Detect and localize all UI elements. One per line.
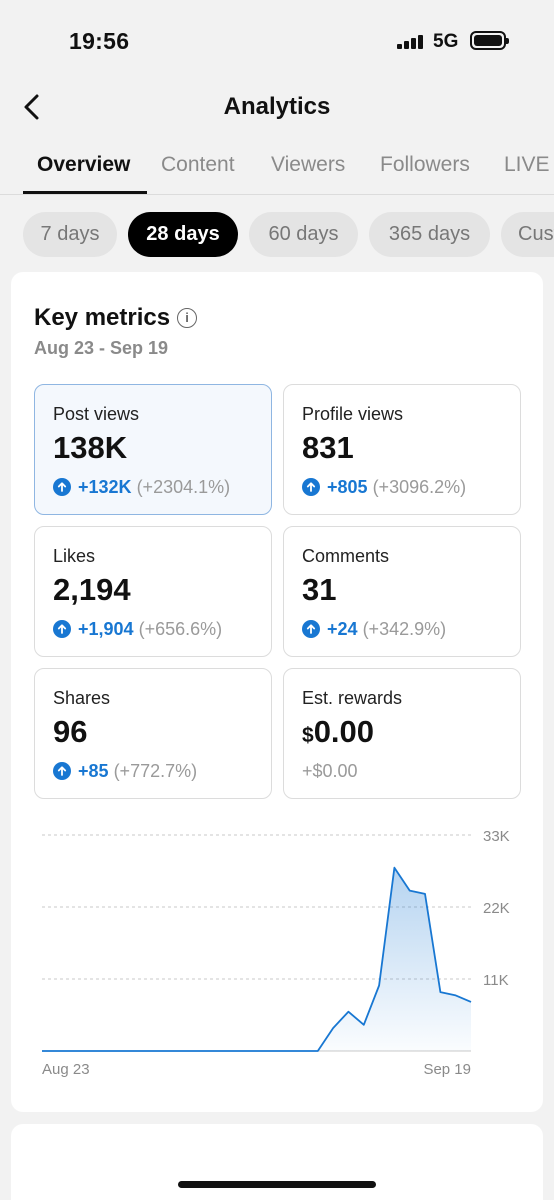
home-indicator (178, 1181, 376, 1188)
back-button[interactable] (18, 90, 48, 124)
chart-series-line (42, 866, 472, 1052)
delta-percent: (+342.9%) (362, 619, 447, 639)
metric-label: Profile views (302, 404, 404, 424)
metric-est-rewards[interactable]: Est. rewards $0.00 +$0.00 (283, 668, 521, 799)
tab-followers[interactable]: Followers (380, 153, 470, 176)
chip-custom[interactable]: Custom (501, 212, 554, 257)
signal-icon (397, 35, 423, 49)
next-section-card (11, 1124, 543, 1200)
delta-percent: (+772.7%) (113, 761, 198, 781)
arrow-up-icon (302, 478, 320, 496)
battery-icon (470, 31, 509, 50)
metric-value: 2,194 (53, 572, 131, 607)
y-tick-label: 22K (483, 900, 510, 917)
post-views-chart: 33K 22K 11K Aug 23 Sep 19 (42, 828, 510, 1078)
chip-7-days[interactable]: 7 days (23, 212, 117, 257)
delta-absolute: +805 (327, 477, 368, 497)
x-tick-label: Aug 23 (42, 1061, 90, 1078)
metric-value: 31 (302, 572, 337, 607)
key-metrics-title: Key metrics (34, 304, 171, 331)
currency-symbol: $ (302, 724, 314, 747)
tab-bar: Overview Content Viewers Followers LIVE (0, 140, 554, 195)
metric-comments[interactable]: Comments 31 +24 (+342.9%) (283, 526, 521, 657)
status-time: 19:56 (69, 28, 130, 54)
metric-label: Comments (302, 546, 390, 566)
chip-28-days[interactable]: 28 days (128, 212, 238, 257)
delta-absolute: +85 (78, 761, 109, 781)
delta-absolute: +24 (327, 619, 358, 639)
page-title: Analytics (223, 93, 331, 120)
chevron-left-icon (24, 94, 39, 120)
metric-delta: +1,904 (+656.6%) (53, 619, 222, 640)
chip-60-days[interactable]: 60 days (249, 212, 358, 257)
metric-profile-views[interactable]: Profile views 831 +805 (+3096.2%) (283, 384, 521, 515)
delta-percent: (+656.6%) (138, 619, 223, 639)
arrow-up-icon (53, 620, 71, 638)
metric-delta: +$0.00 (302, 761, 358, 781)
metric-delta: +85 (+772.7%) (53, 761, 197, 782)
info-icon[interactable]: i (177, 308, 197, 328)
arrow-up-icon (53, 478, 71, 496)
rewards-amount: 0.00 (313, 714, 375, 749)
metric-value: 96 (53, 714, 88, 749)
metric-label: Shares (53, 688, 111, 708)
metric-likes[interactable]: Likes 2,194 +1,904 (+656.6%) (34, 526, 272, 657)
metric-label: Likes (53, 546, 96, 566)
tab-content[interactable]: Content (161, 153, 235, 176)
metric-delta: +24 (+342.9%) (302, 619, 446, 640)
delta-absolute: +1,904 (78, 619, 134, 639)
delta-percent: (+3096.2%) (372, 477, 467, 497)
x-tick-label: Sep 19 (423, 1061, 471, 1078)
date-range-chips: 7 days 28 days 60 days 365 days Custom (0, 212, 554, 258)
tab-overview[interactable]: Overview (37, 153, 131, 176)
tab-live[interactable]: LIVE (504, 153, 550, 176)
arrow-up-icon (53, 762, 71, 780)
key-metrics-card: Key metrics i Aug 23 - Sep 19 Post views… (11, 272, 543, 1112)
metric-delta: +805 (+3096.2%) (302, 477, 466, 498)
metric-value: 831 (302, 430, 354, 465)
metric-delta: +132K (+2304.1%) (53, 477, 230, 498)
tab-viewers[interactable]: Viewers (271, 153, 346, 176)
metric-value: 138K (53, 430, 128, 465)
chart-area-fill (42, 867, 471, 1051)
delta-absolute: +132K (78, 477, 132, 497)
date-range-label: Aug 23 - Sep 19 (34, 338, 169, 358)
y-tick-label: 11K (483, 972, 509, 989)
metric-post-views[interactable]: Post views 138K +132K (+2304.1%) (34, 384, 272, 515)
metric-value: $0.00 (302, 714, 374, 750)
metric-label: Est. rewards (302, 688, 403, 708)
metric-shares[interactable]: Shares 96 +85 (+772.7%) (34, 668, 272, 799)
metric-label: Post views (53, 404, 140, 424)
arrow-up-icon (302, 620, 320, 638)
active-tab-indicator (23, 191, 147, 194)
network-label: 5G (433, 31, 459, 52)
status-bar: 19:56 5G (0, 0, 554, 80)
y-tick-label: 33K (483, 828, 510, 845)
delta-percent: (+2304.1%) (136, 477, 231, 497)
chip-365-days[interactable]: 365 days (369, 212, 490, 257)
